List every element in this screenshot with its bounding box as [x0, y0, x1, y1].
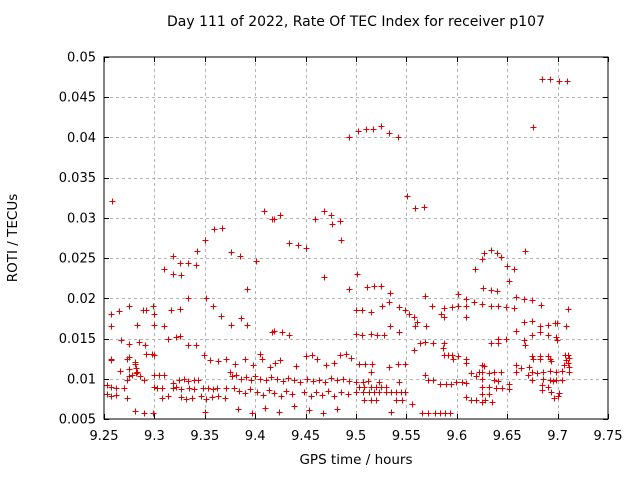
- x-tick-label: 9.4: [245, 429, 266, 444]
- x-tick-label: 9.55: [392, 429, 421, 444]
- x-tick-label: 9.75: [594, 429, 623, 444]
- y-tick-label: 0.02: [67, 292, 96, 307]
- x-tick-label: 9.3: [144, 429, 165, 444]
- y-tick-label: 0.015: [59, 332, 96, 347]
- grid-lines: [104, 57, 608, 419]
- x-tick-label: 9.6: [446, 429, 467, 444]
- chart-title: Day 111 of 2022, Rate Of TEC Index for r…: [167, 14, 545, 30]
- y-tick-label: 0.05: [67, 51, 96, 66]
- y-axis-label: ROTI / TECUs: [5, 194, 21, 282]
- tick-marks: [104, 57, 609, 420]
- x-tick-label: 9.45: [291, 429, 320, 444]
- y-tick-label: 0.045: [59, 91, 96, 106]
- axis-ticks: [104, 57, 609, 420]
- x-tick-label: 9.65: [493, 429, 522, 444]
- x-tick-label: 9.5: [346, 429, 367, 444]
- y-tick-labels: 0.005 0.01 0.015 0.02 0.025 0.03 0.035 0.04 0.04…: [59, 51, 96, 428]
- y-tick-label: 0.04: [67, 131, 96, 146]
- x-tick-label: 9.25: [90, 429, 119, 444]
- y-tick-label: 0.025: [59, 252, 96, 267]
- y-tick-label: 0.035: [59, 171, 96, 186]
- x-tick-label: 9.35: [190, 429, 219, 444]
- scatter-points: [104, 76, 573, 417]
- x-tick-labels: 9.25 9.3 9.35 9.4 9.45 9.5 9.55 9.6 9.65 9.7 9.75: [90, 429, 623, 444]
- x-axis-label: GPS time / hours: [299, 452, 412, 468]
- y-tick-label: 0.03: [67, 211, 96, 226]
- y-tick-label: 0.01: [67, 372, 96, 387]
- y-tick-label: 0.005: [59, 413, 96, 428]
- x-tick-label: 9.7: [547, 429, 568, 444]
